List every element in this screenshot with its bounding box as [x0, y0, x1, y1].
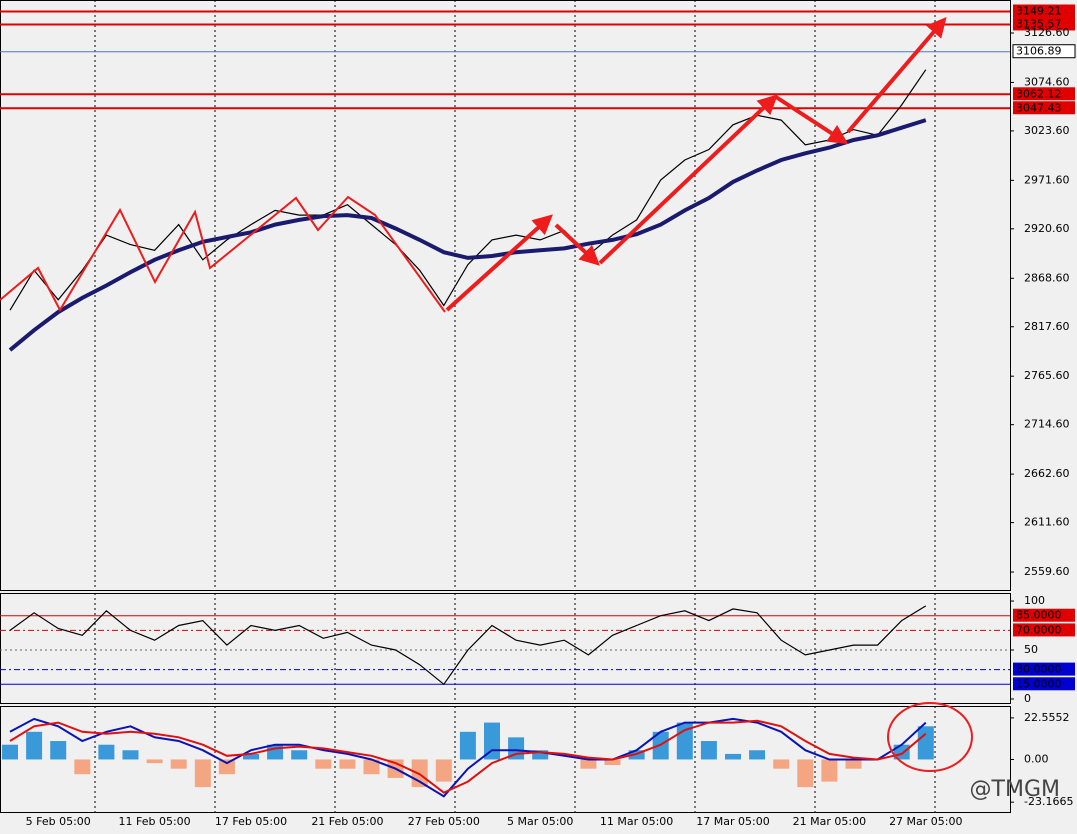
y-tick-label: 2920.60: [1024, 222, 1070, 235]
x-tick-label: 21 Feb 05:00: [311, 815, 383, 828]
histogram-bar: [797, 759, 814, 788]
series-line: [8, 118, 927, 352]
level-label: 3135.57: [1016, 17, 1062, 30]
x-tick-label: 27 Feb 05:00: [408, 815, 480, 828]
histogram-bar: [98, 744, 115, 760]
level-label-box: [1013, 677, 1075, 691]
y-tick-label: 2559.60: [1024, 565, 1070, 578]
histogram-bar: [773, 759, 790, 769]
histogram-bar: [700, 741, 717, 760]
histogram-bar: [604, 759, 621, 765]
highlight-circle: [887, 702, 973, 772]
histogram-bar: [243, 753, 259, 760]
arrow: [554, 223, 600, 266]
histogram-bar: [170, 759, 187, 769]
level-label-box: [1013, 17, 1075, 31]
arrow: [774, 95, 849, 145]
level-label: 30.0000: [1016, 663, 1062, 676]
x-tick-label: 11 Mar 05:00: [600, 815, 673, 828]
y-tick-label: 22.5552: [1024, 711, 1070, 724]
histogram-bar: [917, 726, 934, 760]
histogram-bar: [50, 741, 67, 760]
level-label: 15.0000: [1016, 677, 1062, 690]
histogram-bar: [291, 750, 308, 760]
zigzag: [0, 195, 446, 313]
level-label: 70.0000: [1016, 623, 1062, 636]
histogram-bar: [725, 753, 741, 760]
y-tick-label: 2662.60: [1024, 467, 1070, 480]
y-tick-label: 3023.60: [1024, 124, 1070, 137]
x-tick-label: 21 Mar 05:00: [793, 815, 866, 828]
level-label: 3149.21: [1016, 4, 1062, 17]
x-tick-label: 17 Feb 05:00: [215, 815, 287, 828]
panel-frame: [0, 0, 1011, 591]
x-tick-label: 27 Mar 05:00: [889, 815, 962, 828]
histogram-bar: [821, 759, 838, 782]
histogram-bar: [749, 750, 766, 760]
y-tick-label: 50: [1024, 643, 1038, 656]
x-tick-label: 11 Feb 05:00: [119, 815, 191, 828]
x-tick-label: 17 Mar 05:00: [696, 815, 769, 828]
level-label: 3062.12: [1016, 87, 1062, 100]
y-tick-label: -23.1665: [1024, 795, 1073, 808]
y-tick-label: 2868.60: [1024, 271, 1070, 284]
y-tick-label: 2971.60: [1024, 173, 1070, 186]
histogram-bar: [122, 750, 139, 760]
x-tick-label: 5 Feb 05:00: [26, 815, 91, 828]
panel-frame: [0, 593, 1011, 704]
histogram-bar: [74, 759, 91, 775]
series-line: [9, 719, 927, 794]
histogram-bar: [532, 750, 549, 760]
y-tick-label: 0.00: [1024, 752, 1049, 765]
level-label-box: [1013, 101, 1075, 115]
level-label-box: [1013, 662, 1075, 676]
level-label: 85.0000: [1016, 609, 1062, 622]
histogram-bar: [580, 759, 597, 769]
y-tick-label: 2817.60: [1024, 320, 1070, 333]
histogram-bar: [26, 731, 43, 760]
y-tick-label: 3126.60: [1024, 26, 1070, 39]
x-tick-label: 5 Mar 05:00: [507, 815, 573, 828]
histogram-bar: [435, 759, 452, 782]
series-line: [9, 605, 927, 686]
arrow: [445, 214, 553, 312]
arrow: [598, 94, 778, 265]
y-tick-label: 100: [1024, 594, 1045, 607]
y-tick-label: 2611.60: [1024, 516, 1070, 529]
histogram-bar: [194, 759, 211, 788]
histogram-bar: [845, 759, 862, 769]
histogram-bar: [146, 759, 163, 764]
level-label-box: [1013, 623, 1075, 637]
histogram-bar: [339, 759, 356, 769]
arrow: [846, 16, 947, 134]
y-tick-label: 2765.60: [1024, 369, 1070, 382]
level-label-box: [1013, 4, 1075, 18]
level-label-box: [1013, 87, 1075, 101]
histogram-bar: [459, 731, 476, 760]
histogram-bar: [218, 759, 235, 775]
series-line: [9, 69, 927, 311]
level-label-box: [1013, 608, 1075, 622]
histogram-bar: [363, 759, 380, 775]
histogram-bar: [2, 744, 18, 760]
y-tick-label: 3074.60: [1024, 75, 1070, 88]
annotations: [0, 16, 973, 772]
y-tick-label: 2714.60: [1024, 418, 1070, 431]
level-label-box: [1012, 44, 1076, 59]
y-tick-label: 0: [1024, 692, 1031, 705]
series-line: [9, 717, 927, 798]
histogram-bar: [315, 759, 332, 769]
watermark: @TMGM: [970, 777, 1060, 802]
level-label: 3106.89: [1016, 45, 1062, 58]
level-label: 3047.43: [1016, 101, 1062, 114]
